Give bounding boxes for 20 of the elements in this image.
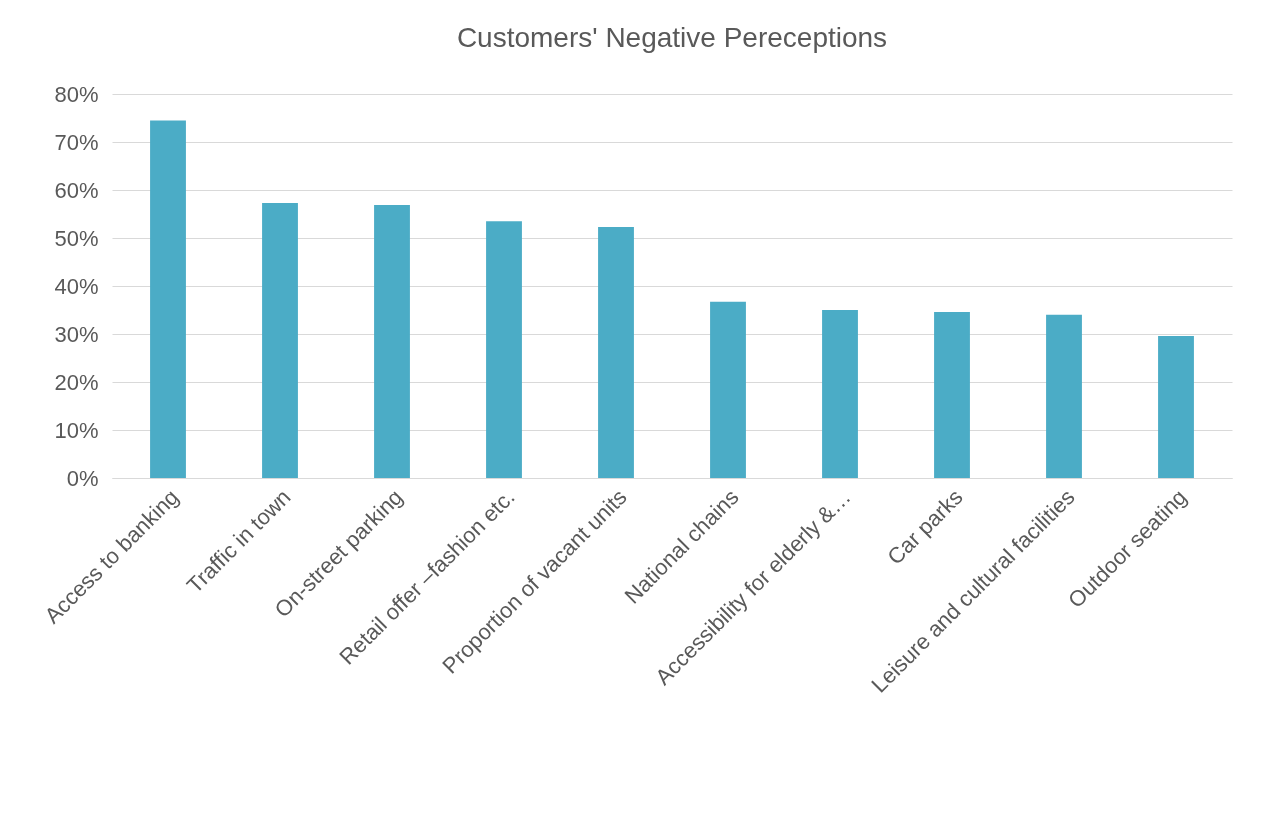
y-tick-label: 0% <box>66 465 99 491</box>
bar <box>262 202 298 478</box>
y-tick-label: 80% <box>54 81 99 107</box>
y-tick-label: 60% <box>54 177 99 203</box>
bar <box>486 221 522 478</box>
bar <box>374 204 410 478</box>
bar <box>150 120 186 478</box>
bar <box>1158 335 1194 478</box>
y-tick-label: 10% <box>54 417 99 443</box>
y-tick-label: 20% <box>54 369 99 395</box>
y-tick-label: 50% <box>54 225 99 251</box>
chart-title: Customers' Negative Pereceptions <box>456 22 888 53</box>
y-tick-label: 40% <box>54 273 99 299</box>
bar <box>822 310 858 478</box>
y-tick-label: 70% <box>54 129 99 155</box>
bar <box>710 301 746 478</box>
bar <box>934 311 970 478</box>
y-tick-label: 30% <box>54 321 99 347</box>
bar <box>598 226 634 478</box>
bar <box>1046 314 1082 478</box>
